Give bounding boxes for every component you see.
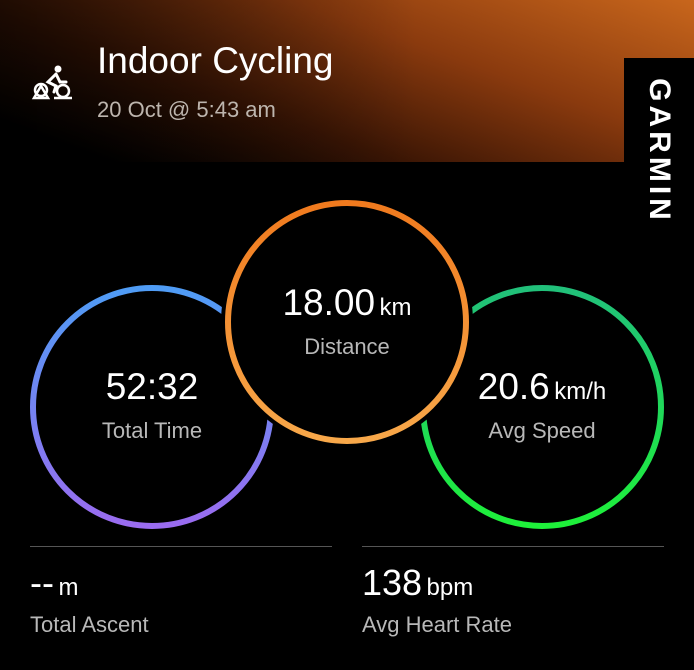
garmin-logo: GARMIN — [624, 58, 694, 245]
indoor-cycling-icon — [31, 65, 72, 100]
metric-rings — [30, 200, 664, 529]
activity-title: Indoor Cycling — [97, 40, 334, 81]
avg-speed-metric: 20.6 km/h Avg Speed — [477, 366, 607, 443]
avg-heart-rate-stat: 138 bpm Avg Heart Rate — [362, 562, 513, 637]
distance-ring — [225, 200, 469, 444]
activity-header — [0, 0, 694, 162]
total-ascent-stat: -- m Total Ascent — [30, 562, 149, 637]
divider — [362, 546, 664, 547]
total-time-metric: 52:32 Total Time — [101, 366, 203, 443]
distance-metric: 18.00 km Distance — [282, 282, 412, 359]
divider — [30, 546, 332, 547]
activity-date: 20 Oct @ 5:43 am — [97, 97, 276, 122]
